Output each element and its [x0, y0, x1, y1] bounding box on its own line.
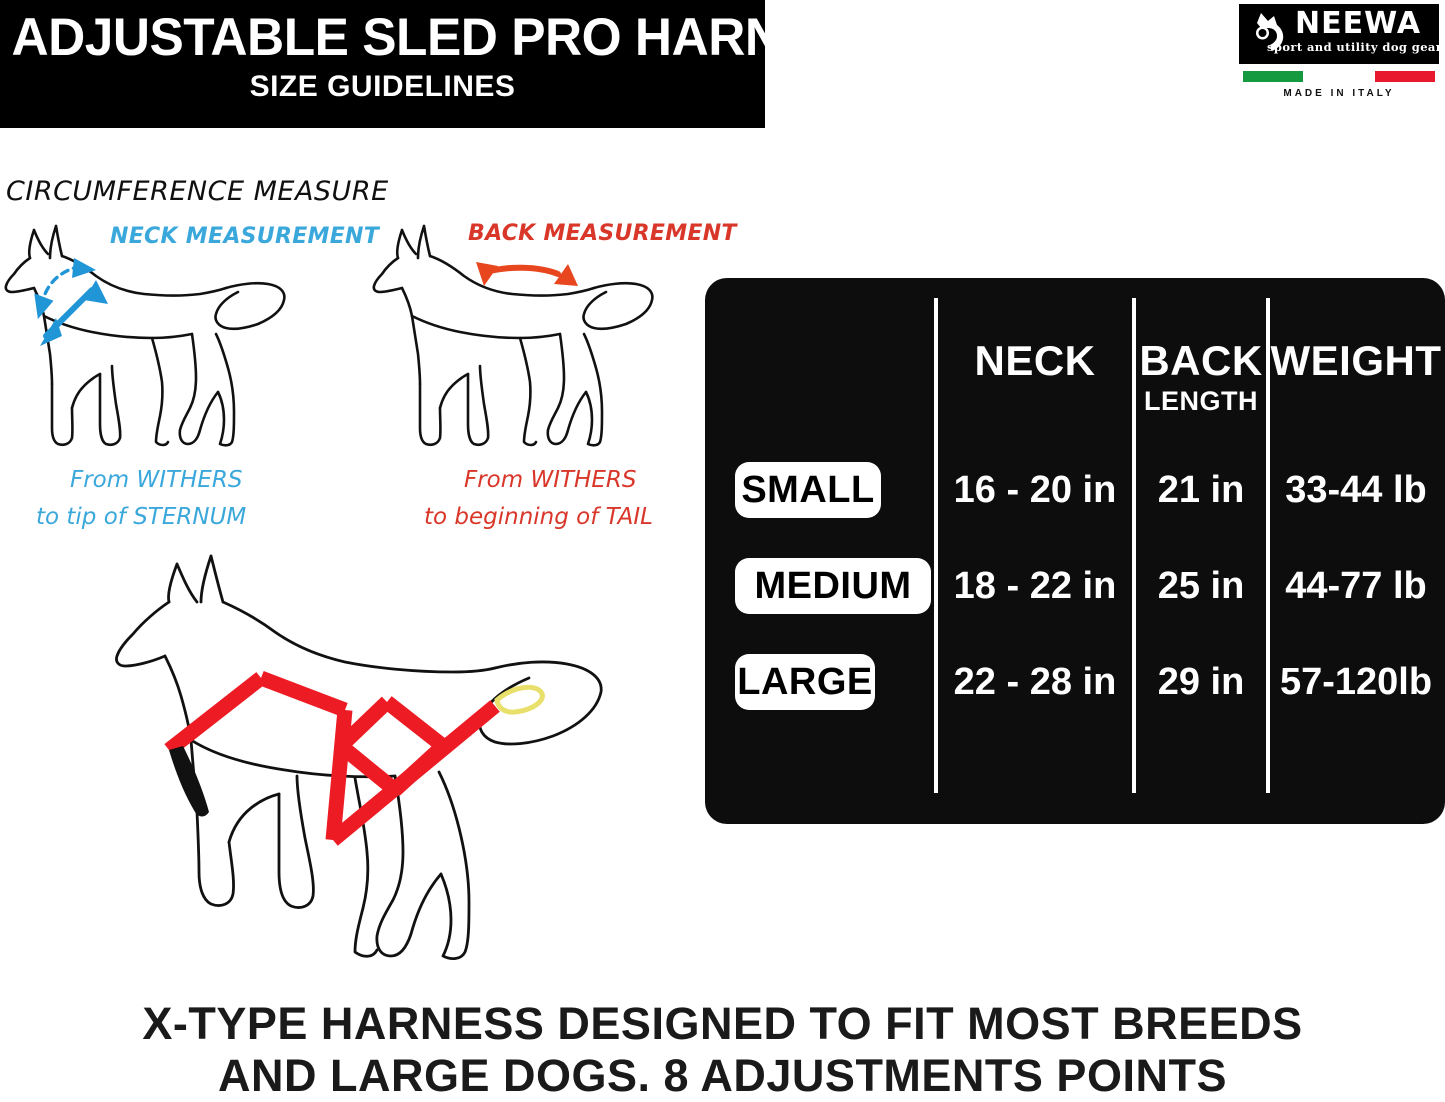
size-badge-medium: MEDIUM	[735, 558, 931, 614]
table-row: MEDIUM 18 - 22 in 25 in 44-77 lb	[705, 550, 1445, 642]
flag-bar-green	[1243, 71, 1303, 82]
flag-bar-red	[1375, 71, 1435, 82]
table-row: LARGE 22 - 28 in 29 in 57-120lb	[705, 646, 1445, 738]
cell-weight-small: 33-44 lb	[1285, 469, 1427, 511]
circumference-measure-heading: CIRCUMFERENCE MEASURE	[6, 176, 389, 207]
page-subtitle: SIZE GUIDELINES	[249, 70, 516, 103]
brand-name: NEEWA	[1295, 6, 1422, 41]
back-measure-arrow	[476, 262, 578, 286]
neck-caption-line1: From WITHERS	[70, 467, 243, 493]
dog-outline-with-harness	[115, 554, 603, 961]
neck-measure-arrows	[34, 258, 108, 346]
cell-back-large: 29 in	[1157, 661, 1245, 703]
footer-tagline: X-TYPE HARNESS DESIGNED TO FIT MOST BREE…	[0, 998, 1445, 1102]
neck-caption-line2: to tip of STERNUM	[36, 504, 247, 530]
size-badge-label: MEDIUM	[754, 565, 912, 607]
table-row: SMALL 16 - 20 in 21 in 33-44 lb	[705, 454, 1445, 546]
cell-neck-medium: 18 - 22 in	[953, 565, 1117, 607]
footer-line2: AND LARGE DOGS. 8 ADJUSTMENTS POINTS	[218, 1050, 1227, 1101]
cell-back-medium: 25 in	[1157, 565, 1245, 607]
cell-weight-medium: 44-77 lb	[1285, 565, 1427, 607]
made-in-italy-label: MADE IN ITALY	[1283, 88, 1395, 99]
column-header-weight: WEIGHT	[1270, 337, 1442, 384]
size-badge-small: SMALL	[735, 462, 881, 518]
dog-head-icon	[1256, 13, 1284, 51]
table-divider-1	[934, 298, 938, 793]
dog-outline-back-measurement	[372, 224, 654, 447]
cell-back-small: 21 in	[1157, 469, 1245, 511]
column-header-back: BACK	[1139, 337, 1263, 384]
cell-weight-large: 57-120lb	[1279, 661, 1433, 703]
size-badge-large: LARGE	[735, 654, 875, 710]
attachment-loop	[494, 684, 545, 715]
table-divider-3	[1266, 298, 1270, 793]
back-caption-line2: to beginning of TAIL	[424, 504, 653, 530]
footer-line1: X-TYPE HARNESS DESIGNED TO FIT MOST BREE…	[142, 998, 1303, 1049]
neck-measurement-caption: From WITHERS to tip of STERNUM	[36, 462, 326, 536]
back-measurement-label: BACK MEASUREMENT	[468, 221, 737, 246]
column-header-neck: NECK	[974, 337, 1096, 384]
title-banner: ADJUSTABLE SLED PRO HARNESS SIZE GUIDELI…	[0, 0, 883, 128]
italian-flag-bars	[1239, 71, 1439, 83]
size-table: NECK BACK LENGTH WEIGHT SMALL 16 - 20 in…	[705, 278, 1445, 824]
table-divider-2	[1132, 298, 1136, 793]
size-badge-label: SMALL	[741, 469, 875, 511]
brand-tagline: sport and utility dog gear	[1267, 40, 1443, 54]
neck-measurement-label: NECK MEASUREMENT	[110, 224, 380, 249]
page-title: ADJUSTABLE SLED PRO HARNESS	[11, 8, 883, 67]
cell-neck-large: 22 - 28 in	[953, 661, 1117, 703]
back-caption-line1: From WITHERS	[464, 467, 637, 493]
back-measurement-caption: From WITHERS to beginning of TAIL	[424, 462, 714, 536]
chest-pad	[169, 746, 209, 817]
brand-plate: NEEWA sport and utility dog gear	[1239, 4, 1443, 64]
column-header-back-sublabel: LENGTH	[1144, 386, 1258, 416]
dog-outline-neck-measurement	[4, 224, 286, 447]
cell-neck-small: 16 - 20 in	[953, 469, 1117, 511]
harness-straps	[164, 670, 500, 846]
brand-logo: NEEWA sport and utility dog gear MADE IN…	[1239, 4, 1443, 99]
size-badge-label: LARGE	[737, 661, 873, 703]
